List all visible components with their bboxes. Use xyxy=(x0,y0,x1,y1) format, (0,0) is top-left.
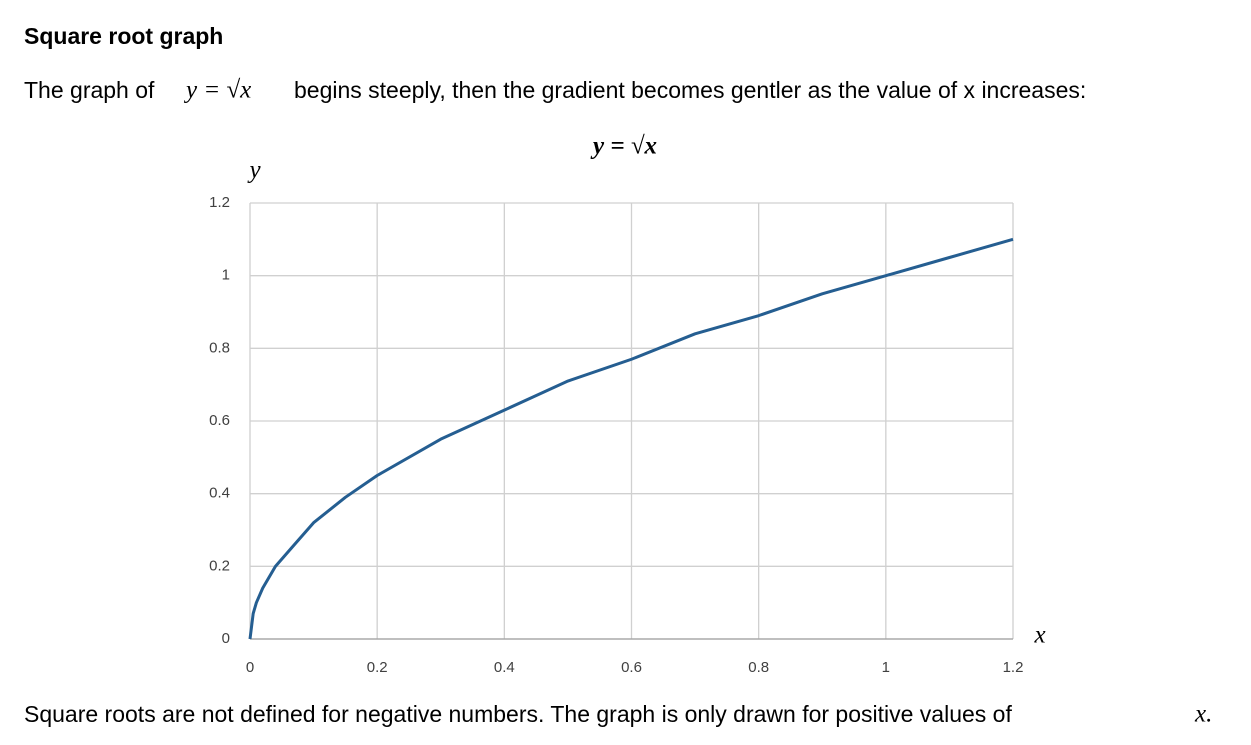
y-tick-label: 0.6 xyxy=(209,412,230,429)
y-tick-label: 0.4 xyxy=(209,485,230,502)
y-tick-label: 0 xyxy=(222,630,230,647)
footer-text: Square roots are not defined for negativ… xyxy=(24,701,1012,727)
x-tick-label: 1 xyxy=(882,659,890,676)
x-tick-label: 0.8 xyxy=(748,659,769,676)
intro-text: The graph of xyxy=(24,77,155,103)
x-tick-label: 0.2 xyxy=(367,659,388,676)
intro-math: y = √x xyxy=(183,77,251,104)
x-tick-label: 0.6 xyxy=(621,659,642,676)
x-tick-label: 1.2 xyxy=(1003,659,1024,676)
y-tick-label: 0.8 xyxy=(209,339,230,356)
data-line xyxy=(248,237,1014,640)
y-tick-label: 1 xyxy=(222,267,230,284)
y-tick-label: 0.2 xyxy=(209,557,230,574)
x-axis-label: x xyxy=(1033,622,1045,649)
x-tick-label: 0.4 xyxy=(494,659,515,676)
x-tick-label: 0 xyxy=(246,659,254,676)
intro-text: begins steeply, then the gradient become… xyxy=(294,77,1086,103)
y-tick-label: 1.2 xyxy=(209,194,230,211)
heading: Square root graph xyxy=(24,23,223,49)
y-axis-label: y xyxy=(246,157,261,184)
chart-title: y = √x xyxy=(590,133,657,160)
footer-math: x. xyxy=(1194,701,1212,728)
